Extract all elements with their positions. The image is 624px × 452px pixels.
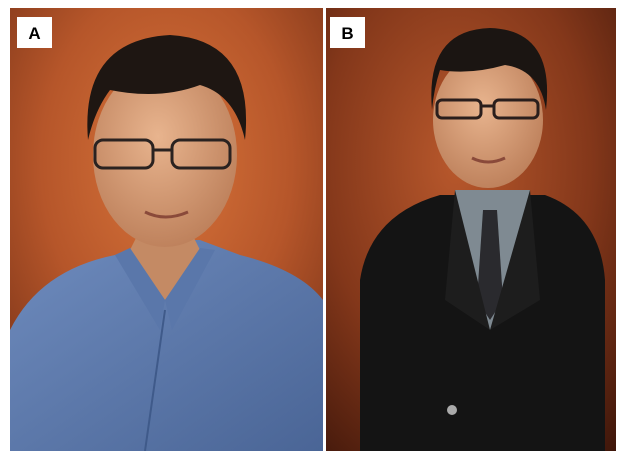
panel-label: B [341, 24, 353, 43]
lanyard [144, 309, 166, 451]
face [433, 52, 543, 188]
hair [87, 35, 247, 140]
mouth [471, 156, 506, 164]
label-box [330, 17, 365, 48]
lapel [445, 190, 540, 330]
neck [130, 230, 200, 300]
glasses [93, 138, 232, 170]
hair [431, 28, 548, 110]
glasses [435, 98, 540, 120]
mouth [144, 210, 189, 219]
panel-label: A [28, 24, 40, 43]
shirt [10, 240, 323, 451]
label-box [17, 17, 52, 48]
photo-a [10, 8, 323, 451]
face [93, 63, 237, 247]
photo-b [326, 8, 616, 451]
button [447, 405, 457, 415]
collar [115, 248, 215, 330]
tie [477, 210, 503, 320]
